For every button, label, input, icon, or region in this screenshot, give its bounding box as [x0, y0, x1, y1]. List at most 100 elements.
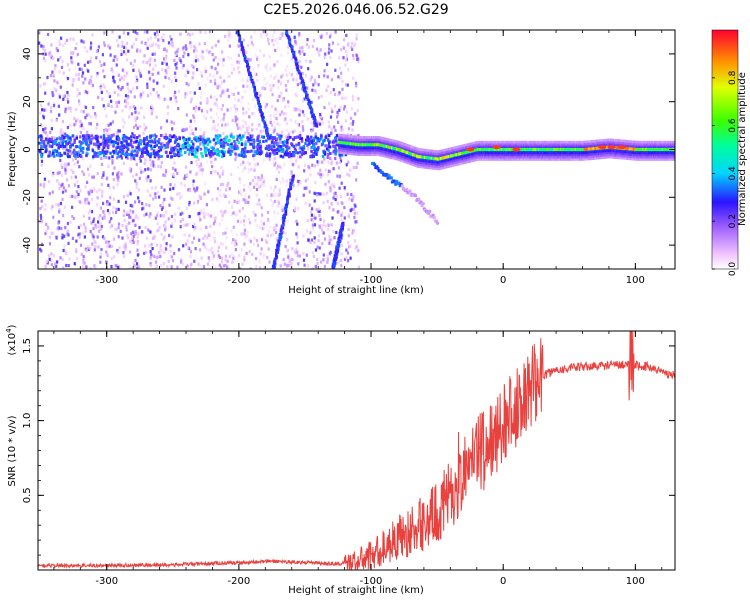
- noise-cell: [143, 251, 146, 255]
- noise-cell: [257, 185, 260, 189]
- noise-cell: [277, 79, 280, 83]
- noise-cell: [282, 180, 285, 184]
- noise-cell: [204, 66, 207, 70]
- noise-cell: [126, 96, 129, 100]
- band-cell: [314, 135, 318, 139]
- band-cell: [164, 145, 167, 149]
- band-cell: [259, 152, 263, 155]
- noise-cell: [248, 168, 251, 172]
- noise-cell: [191, 76, 194, 80]
- noise-cell: [287, 100, 290, 104]
- noise-cell: [58, 39, 61, 43]
- noise-cell: [330, 162, 333, 166]
- noise-cell: [108, 92, 111, 96]
- noise-cell: [346, 172, 349, 176]
- band-cell: [90, 134, 94, 138]
- noise-cell: [280, 205, 283, 209]
- noise-cell: [316, 261, 319, 266]
- noise-cell: [259, 133, 262, 137]
- noise-cell: [270, 233, 273, 237]
- band-cell: [64, 140, 68, 144]
- noise-cell: [282, 262, 285, 267]
- noise-cell: [236, 127, 240, 131]
- branch-cell: [431, 213, 435, 217]
- noise-cell: [172, 186, 175, 190]
- noise-cell: [79, 120, 82, 124]
- noise-cell: [203, 114, 206, 118]
- noise-cell: [164, 173, 167, 178]
- noise-cell: [299, 130, 302, 135]
- noise-cell: [160, 185, 163, 189]
- noise-cell: [101, 191, 104, 195]
- noise-cell: [199, 248, 202, 252]
- noise-cell: [127, 101, 130, 105]
- noise-cell: [311, 44, 314, 49]
- noise-cell: [88, 192, 91, 196]
- noise-cell: [269, 120, 272, 125]
- noise-cell: [309, 210, 313, 214]
- noise-cell: [88, 81, 91, 85]
- noise-cell: [180, 195, 183, 199]
- noise-cell: [353, 203, 356, 207]
- band-cell: [122, 146, 125, 149]
- noise-cell: [73, 123, 76, 127]
- noise-cell: [336, 202, 339, 206]
- noise-cell: [153, 52, 156, 56]
- noise-cell: [180, 260, 183, 264]
- noise-cell: [186, 264, 189, 268]
- band-cell: [288, 151, 292, 154]
- noise-cell: [334, 92, 337, 97]
- noise-cell: [61, 43, 64, 47]
- noise-cell: [187, 188, 190, 192]
- noise-cell: [222, 91, 225, 95]
- noise-cell: [297, 108, 300, 112]
- noise-cell: [221, 172, 224, 176]
- noise-cell: [74, 47, 77, 51]
- noise-cell: [121, 118, 124, 122]
- noise-cell: [276, 36, 279, 40]
- noise-cell: [102, 201, 105, 206]
- noise-cell: [124, 242, 127, 246]
- noise-cell: [159, 246, 162, 251]
- noise-cell: [149, 250, 152, 254]
- noise-cell: [209, 108, 212, 112]
- noise-cell: [137, 111, 140, 115]
- noise-cell: [41, 242, 44, 246]
- noise-cell: [44, 82, 47, 86]
- band-cell: [254, 150, 257, 154]
- branch-cell: [432, 216, 436, 219]
- noise-cell: [256, 57, 259, 61]
- band-cell: [131, 145, 134, 149]
- noise-cell: [236, 123, 239, 127]
- noise-cell: [106, 200, 109, 204]
- noise-cell: [137, 196, 140, 200]
- band-cell: [175, 144, 179, 148]
- noise-cell: [122, 125, 125, 129]
- noise-cell: [249, 182, 252, 186]
- noise-cell: [230, 91, 233, 95]
- band-cell: [244, 154, 247, 158]
- noise-cell: [115, 210, 118, 214]
- noise-cell: [215, 103, 219, 107]
- band-cell: [117, 155, 120, 159]
- noise-cell: [86, 180, 89, 184]
- band-cell: [174, 138, 178, 142]
- noise-cell: [276, 132, 279, 136]
- band-cell: [80, 149, 83, 152]
- noise-cell: [115, 264, 118, 268]
- noise-cell: [179, 58, 182, 63]
- noise-cell: [244, 200, 247, 204]
- noise-cell: [251, 123, 254, 127]
- band-cell: [73, 149, 76, 153]
- noise-cell: [125, 41, 128, 46]
- noise-cell: [295, 197, 298, 201]
- noise-cell: [152, 197, 155, 201]
- band-cell: [50, 145, 54, 149]
- streak-cell: [247, 70, 251, 74]
- noise-cell: [91, 233, 94, 237]
- band-cell: [286, 147, 289, 151]
- noise-cell: [133, 232, 136, 236]
- noise-cell: [327, 180, 330, 184]
- noise-cell: [149, 36, 152, 40]
- noise-cell: [189, 119, 192, 123]
